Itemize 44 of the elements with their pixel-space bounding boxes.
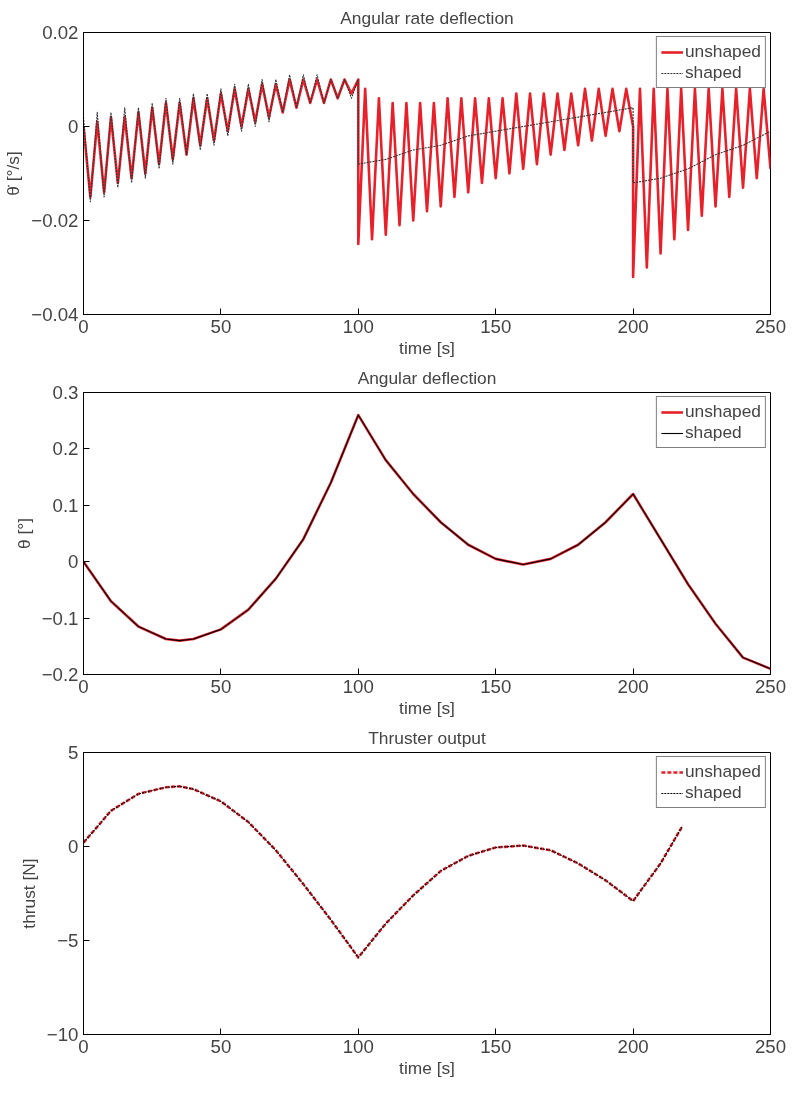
legend-label: unshaped <box>684 41 761 62</box>
chart-title: Angular deflection <box>357 367 497 388</box>
x-tick-label: 150 <box>480 1035 512 1057</box>
x-tick-label: 200 <box>617 675 649 697</box>
x-tick-label: 250 <box>754 675 787 697</box>
x-tick-label: 50 <box>210 1035 232 1057</box>
y-tick-label: 0.02 <box>42 22 79 43</box>
x-axis-title: time [s] <box>399 337 455 358</box>
x-axis-title: time [s] <box>399 1057 455 1078</box>
x-tick-label: 250 <box>754 1035 787 1057</box>
x-tick-label: 50 <box>210 675 232 697</box>
legend-label: shaped <box>684 422 742 443</box>
y-axis-title: thrust [N] <box>18 858 39 929</box>
y-tick-label: −0.2 <box>41 664 79 685</box>
y-tick-label: −5 <box>57 930 79 951</box>
y-tick-label: 0.2 <box>52 438 79 460</box>
chart-title: Angular rate deflection <box>340 7 514 28</box>
y-axis-title: θ [°] <box>13 517 34 549</box>
x-tick-label: 200 <box>617 315 649 337</box>
x-tick-label: 100 <box>342 315 374 337</box>
chart-title: Thruster output <box>368 727 486 748</box>
y-tick-label: 0 <box>68 836 79 857</box>
y-tick-label: −0.02 <box>31 210 79 231</box>
y-tick-label: −10 <box>46 1024 79 1045</box>
y-tick-label: 0 <box>68 551 79 573</box>
y-axis-title: θ̇ [°/s] <box>3 151 24 196</box>
y-tick-label: −0.1 <box>41 607 79 629</box>
x-tick-label: 100 <box>342 675 374 697</box>
x-tick-label: 150 <box>480 315 512 337</box>
x-tick-label: 200 <box>617 1035 649 1057</box>
x-tick-label: 250 <box>754 315 787 337</box>
y-tick-label: −0.04 <box>31 304 79 325</box>
x-tick-label: 100 <box>342 1035 374 1057</box>
x-tick-label: 50 <box>210 315 232 337</box>
legend-label: shaped <box>684 62 742 83</box>
y-tick-label: 0 <box>68 116 79 137</box>
legend-label: unshaped <box>684 761 761 782</box>
legend-label: unshaped <box>684 401 761 422</box>
y-tick-label: 0.3 <box>52 382 79 403</box>
y-tick-label: 0.1 <box>52 494 79 516</box>
x-axis-title: time [s] <box>399 697 455 718</box>
y-tick-label: 5 <box>68 742 79 763</box>
legend-label: shaped <box>684 782 742 803</box>
x-tick-label: 150 <box>480 675 512 697</box>
